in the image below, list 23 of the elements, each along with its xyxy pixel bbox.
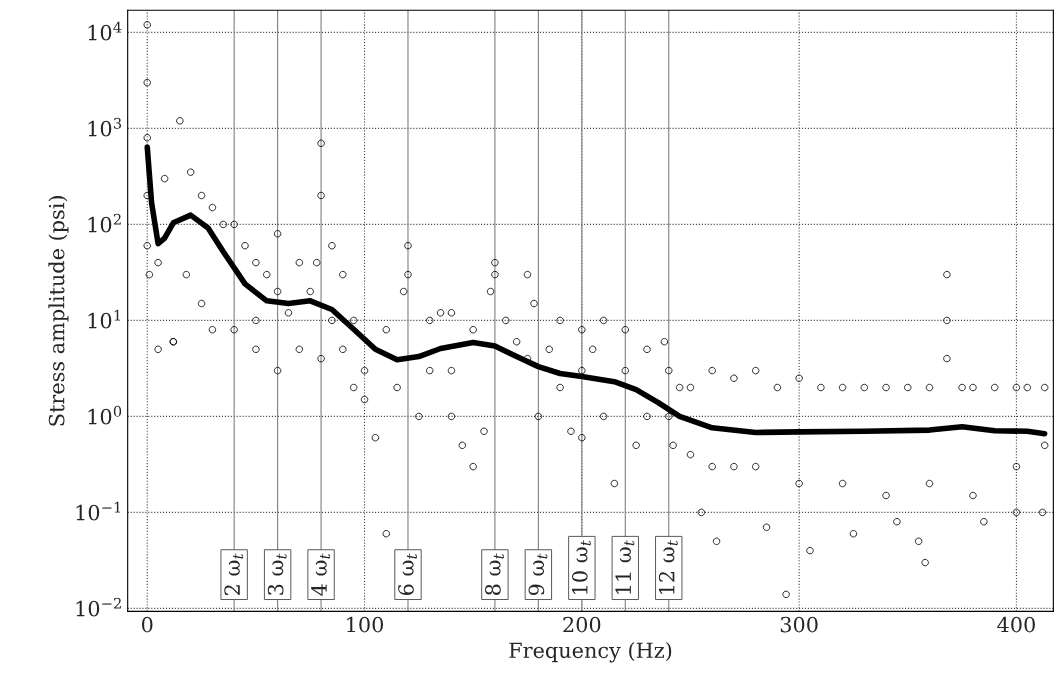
y-tick-label: 10$^{0}$ — [88, 405, 122, 425]
y-tick-label: 10$^{3}$ — [88, 117, 122, 137]
x-tick-label: 300 — [780, 616, 818, 633]
y-tick-label: 10$^{4}$ — [88, 21, 122, 41]
y-tick-label: 10$^{−1}$ — [76, 501, 121, 521]
ref-line-label: 12 ω$_{t}$ — [658, 540, 678, 594]
y-axis-title: Stress amplitude (psi) — [48, 196, 69, 426]
ref-line-label: 10 ω$_{t}$ — [571, 540, 591, 594]
x-tick-label: 100 — [347, 616, 384, 633]
x-tick-label: 0 — [141, 616, 153, 633]
ref-line-label: 9 ω$_{t}$ — [528, 553, 548, 596]
ref-line-label: 6 ω$_{t}$ — [398, 553, 418, 596]
y-tick-label: 10$^{1}$ — [88, 309, 121, 329]
ref-line-label: 8 ω$_{t}$ — [485, 553, 504, 596]
x-tick-label: 200 — [563, 616, 601, 633]
x-tick-label: 400 — [997, 616, 1035, 633]
ref-line-label: 3 ω$_{t}$ — [267, 553, 287, 595]
x-axis-title: Frequency (Hz) — [509, 642, 672, 663]
ref-line-label: 11 ω$_{t}$ — [615, 540, 635, 594]
ref-line-label: 4 ω$_{t}$ — [311, 553, 331, 596]
y-tick-label: 10$^{−2}$ — [76, 597, 121, 617]
ref-line-label: 2 ω$_{t}$ — [224, 553, 244, 595]
y-tick-label: 10$^{2}$ — [88, 213, 121, 233]
